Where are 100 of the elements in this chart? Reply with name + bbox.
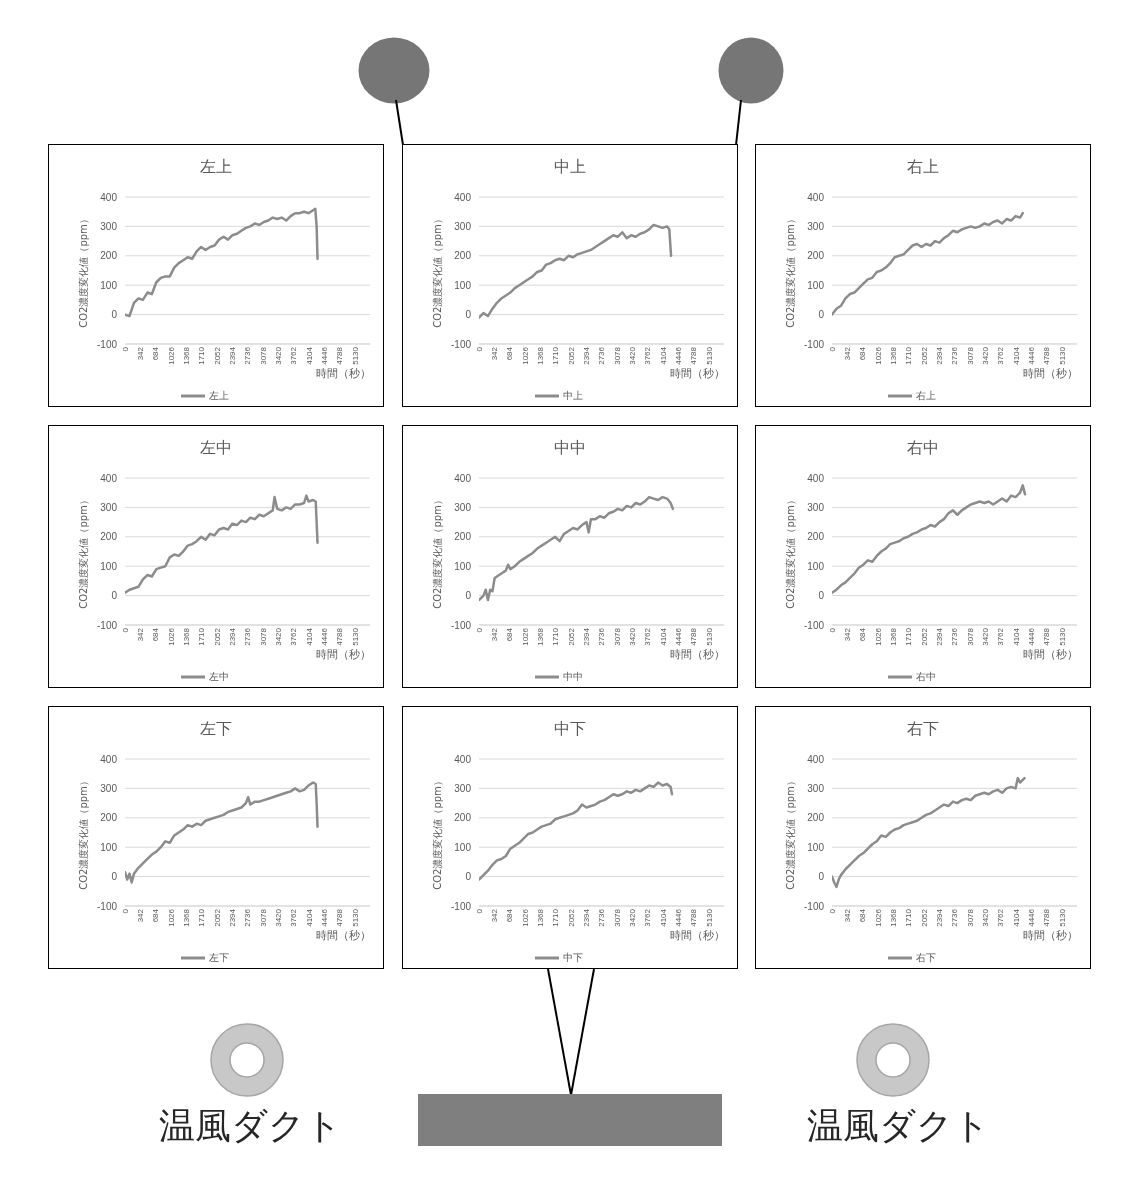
- x-tick-label: 3762: [643, 346, 653, 365]
- x-tick-label: 3078: [965, 908, 975, 927]
- y-tick-label: 400: [100, 753, 118, 765]
- legend-label: 左上: [208, 390, 229, 401]
- line-series: [832, 484, 1027, 594]
- x-tick-label: 4104: [304, 908, 314, 927]
- x-tick-label: 4104: [658, 908, 668, 927]
- x-tick-label: 2736: [243, 908, 253, 927]
- y-tick-label: 400: [100, 191, 118, 203]
- x-tick-label: 2394: [934, 346, 944, 365]
- x-tick-label: 4788: [689, 908, 699, 927]
- x-tick-label: 1368: [889, 908, 899, 927]
- line-series: [832, 211, 1024, 316]
- y-tick-label: -100: [96, 900, 118, 912]
- x-tick-label: 3420: [273, 627, 283, 646]
- x-tick-label: 1368: [536, 346, 546, 365]
- x-tick-label: 1368: [889, 627, 899, 646]
- x-tick-label: 3420: [627, 908, 637, 927]
- x-tick-label: 684: [151, 346, 161, 361]
- x-tick-label: 4446: [673, 346, 683, 365]
- y-axis-title: CO2濃度変化値（ppm）: [78, 494, 90, 609]
- x-tick-label: 1026: [166, 627, 176, 646]
- x-tick-label: 0: [827, 908, 837, 914]
- x-tick-label: 3762: [996, 346, 1006, 365]
- y-tick-label: -100: [803, 338, 825, 350]
- y-tick-label: 100: [100, 279, 118, 291]
- y-tick-label: 100: [454, 841, 472, 853]
- x-tick-label: 3420: [627, 346, 637, 365]
- x-tick-label: 2394: [581, 627, 591, 646]
- x-tick-label: 4446: [319, 627, 329, 646]
- x-tick-label: 4788: [689, 346, 699, 365]
- x-tick-label: 684: [505, 627, 515, 642]
- y-tick-label: 300: [100, 220, 118, 232]
- x-tick-label: 4446: [673, 908, 683, 927]
- x-tick-label: 2052: [566, 346, 576, 365]
- x-tick-label: 2394: [581, 346, 591, 365]
- x-tick-label: 342: [843, 346, 853, 361]
- line-series: [125, 781, 319, 884]
- x-tick-label: 3420: [980, 908, 990, 927]
- x-tick-label: 1026: [520, 627, 530, 646]
- x-tick-label: 2736: [597, 627, 607, 646]
- x-tick-label: 3078: [258, 908, 268, 927]
- x-tick-label: 4104: [304, 627, 314, 646]
- x-tick-label: 0: [474, 346, 484, 352]
- x-tick-label: 3078: [258, 346, 268, 365]
- x-tick-label: 2736: [243, 346, 253, 365]
- x-tick-label: 4104: [1011, 346, 1021, 365]
- x-tick-label: 4446: [1026, 908, 1036, 927]
- text: 温風ダクト: [806, 1104, 990, 1148]
- x-tick-label: 342: [843, 908, 853, 923]
- x-axis-title: 時間（秒）: [1023, 648, 1078, 662]
- x-tick-label: 2736: [950, 346, 960, 365]
- x-tick-label: 5130: [350, 346, 360, 365]
- y-tick-label: 300: [100, 501, 118, 513]
- x-tick-label: 3420: [273, 908, 283, 927]
- x-tick-label: 1368: [182, 346, 192, 365]
- x-tick-label: 3420: [273, 346, 283, 365]
- chart-title: 右上: [907, 157, 939, 177]
- x-tick-label: 0: [120, 627, 130, 633]
- x-tick-label: 2052: [212, 627, 222, 646]
- x-tick-label: 2052: [919, 346, 929, 365]
- y-tick-label: 100: [807, 279, 825, 291]
- x-tick-label: 342: [490, 627, 500, 642]
- x-tick-label: 1026: [873, 346, 883, 365]
- x-tick-label: 3078: [612, 908, 622, 927]
- x-tick-label: 3078: [612, 346, 622, 365]
- x-tick-label: 4104: [658, 627, 668, 646]
- x-tick-label: 4446: [673, 627, 683, 646]
- x-tick-label: 1026: [520, 346, 530, 365]
- x-tick-label: 1026: [873, 908, 883, 927]
- x-tick-label: 342: [136, 908, 146, 923]
- x-tick-label: 5130: [1057, 627, 1067, 646]
- x-axis-title: 時間（秒）: [670, 367, 725, 381]
- x-tick-label: 3762: [996, 627, 1006, 646]
- x-tick-label: 1368: [889, 346, 899, 365]
- y-tick-label: 100: [100, 560, 118, 572]
- x-tick-label: 4788: [335, 627, 345, 646]
- x-tick-label: 1026: [166, 908, 176, 927]
- x-tick-label: 3762: [643, 908, 653, 927]
- y-tick-label: 0: [465, 590, 472, 602]
- y-axis-title: CO2濃度変化値（ppm）: [432, 775, 444, 890]
- y-axis-title: CO2濃度変化値（ppm）: [785, 213, 797, 328]
- y-tick-label: 100: [807, 841, 825, 853]
- y-tick-label: 300: [807, 220, 825, 232]
- legend-label: 右中: [915, 671, 936, 682]
- x-axis-title: 時間（秒）: [316, 648, 371, 662]
- y-tick-label: 200: [100, 250, 118, 262]
- x-tick-label: 684: [505, 908, 515, 923]
- y-tick-label: 100: [100, 841, 118, 853]
- x-tick-label: 4788: [689, 627, 699, 646]
- x-tick-label: 5130: [1057, 908, 1067, 927]
- x-tick-label: 342: [490, 346, 500, 361]
- chart-title: 右下: [907, 719, 939, 739]
- x-tick-label: 4446: [1026, 627, 1036, 646]
- chart-title: 左中: [200, 438, 232, 458]
- line-series: [479, 495, 675, 602]
- x-tick-label: 4788: [335, 346, 345, 365]
- y-axis-title: CO2濃度変化値（ppm）: [785, 775, 797, 890]
- x-tick-label: 5130: [1057, 346, 1067, 365]
- y-tick-label: 0: [111, 871, 118, 883]
